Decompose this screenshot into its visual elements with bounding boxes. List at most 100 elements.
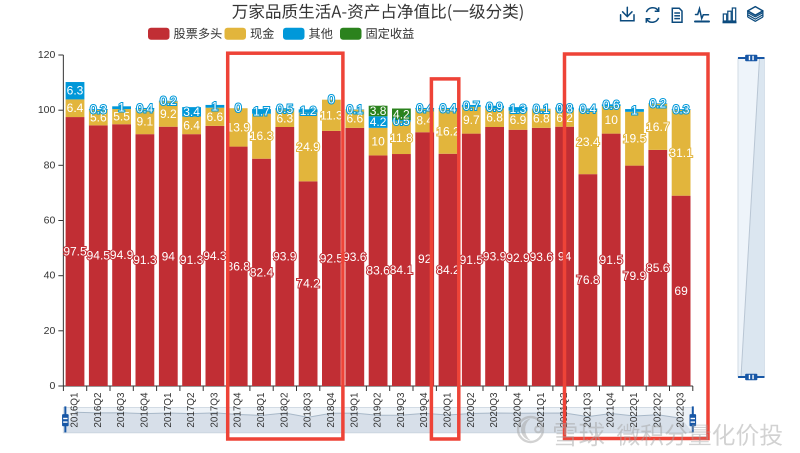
svg-text:10: 10 (371, 135, 385, 149)
svg-text:0.4: 0.4 (580, 102, 597, 116)
svg-text:19.5: 19.5 (623, 132, 647, 146)
svg-text:91.3: 91.3 (133, 253, 157, 267)
svg-text:0.1: 0.1 (346, 103, 363, 117)
svg-text:1: 1 (118, 101, 125, 115)
svg-text:91.3: 91.3 (180, 253, 204, 267)
svg-text:0: 0 (235, 101, 242, 115)
svg-text:0.4: 0.4 (440, 102, 457, 116)
svg-text:6.8: 6.8 (486, 111, 503, 125)
svg-text:2016Q4: 2016Q4 (139, 392, 150, 428)
svg-text:20: 20 (44, 325, 56, 337)
svg-text:1.3: 1.3 (510, 102, 527, 116)
svg-text:0.4: 0.4 (416, 102, 433, 116)
svg-text:2020Q3: 2020Q3 (489, 392, 500, 428)
svg-text:2018Q3: 2018Q3 (303, 392, 314, 428)
svg-text:2021Q1: 2021Q1 (536, 392, 547, 428)
svg-text:4.2: 4.2 (393, 107, 410, 121)
svg-text:2017Q1: 2017Q1 (163, 392, 174, 428)
svg-text:1.2: 1.2 (300, 104, 317, 118)
svg-text:6.4: 6.4 (67, 101, 84, 115)
svg-text:2019Q1: 2019Q1 (349, 392, 360, 428)
svg-text:6.4: 6.4 (183, 118, 200, 132)
svg-text:85.6: 85.6 (646, 261, 670, 275)
svg-text:16.3: 16.3 (250, 129, 274, 143)
svg-text:93.6: 93.6 (343, 250, 367, 264)
svg-text:94.9: 94.9 (110, 248, 134, 262)
svg-text:2017Q3: 2017Q3 (209, 392, 220, 428)
svg-text:5.6: 5.6 (90, 111, 107, 125)
svg-text:60: 60 (44, 215, 56, 227)
svg-text:2016Q3: 2016Q3 (116, 392, 127, 428)
svg-text:93.9: 93.9 (273, 250, 297, 264)
svg-text:2020Q2: 2020Q2 (466, 393, 477, 428)
svg-text:0.9: 0.9 (486, 100, 503, 114)
svg-text:80: 80 (44, 159, 56, 171)
svg-text:84.2: 84.2 (436, 263, 460, 277)
svg-text:2018Q4: 2018Q4 (326, 392, 337, 428)
svg-text:84.1: 84.1 (390, 263, 414, 277)
svg-text:0.5: 0.5 (393, 114, 410, 128)
svg-text:11.8: 11.8 (390, 131, 413, 145)
svg-text:2022Q2: 2022Q2 (652, 393, 663, 428)
svg-text:6.6: 6.6 (346, 112, 363, 126)
svg-text:16.7: 16.7 (646, 120, 670, 134)
svg-text:0.1: 0.1 (533, 102, 550, 116)
svg-text:3.8: 3.8 (370, 104, 387, 118)
svg-text:0.5: 0.5 (276, 102, 293, 116)
svg-text:94.5: 94.5 (87, 249, 111, 263)
svg-text:92: 92 (418, 252, 432, 266)
svg-text:93.6: 93.6 (530, 250, 554, 264)
svg-text:97.5: 97.5 (63, 245, 87, 259)
svg-text:2019Q2: 2019Q2 (373, 393, 384, 428)
svg-text:13.9: 13.9 (227, 120, 251, 134)
svg-text:2022Q1: 2022Q1 (629, 392, 640, 428)
svg-text:2021Q3: 2021Q3 (582, 392, 593, 428)
svg-text:91.5: 91.5 (600, 253, 624, 267)
svg-text:2021Q4: 2021Q4 (606, 392, 617, 428)
svg-text:82.4: 82.4 (250, 265, 274, 279)
svg-text:94: 94 (162, 249, 176, 263)
svg-text:2018Q2: 2018Q2 (279, 393, 290, 428)
svg-text:0.2: 0.2 (160, 94, 177, 108)
svg-text:10: 10 (605, 113, 619, 127)
svg-text:6.3: 6.3 (67, 84, 84, 98)
svg-text:0.6: 0.6 (603, 98, 620, 112)
svg-text:0.2: 0.2 (649, 97, 666, 111)
svg-text:69: 69 (674, 284, 688, 298)
svg-text:0.3: 0.3 (90, 103, 107, 117)
svg-text:2019Q4: 2019Q4 (419, 392, 430, 428)
svg-text:24.9: 24.9 (296, 140, 320, 154)
svg-text:4.2: 4.2 (370, 115, 387, 129)
svg-text:1: 1 (212, 99, 219, 113)
svg-text:0.4: 0.4 (137, 102, 154, 116)
svg-text:5.5: 5.5 (113, 110, 130, 124)
svg-text:2018Q1: 2018Q1 (256, 392, 267, 428)
svg-text:93.9: 93.9 (483, 250, 507, 264)
svg-text:2016Q2: 2016Q2 (93, 393, 104, 428)
svg-text:79.9: 79.9 (623, 269, 647, 283)
svg-text:2020Q4: 2020Q4 (513, 392, 524, 428)
svg-text:1: 1 (631, 103, 638, 117)
svg-text:2016Q1: 2016Q1 (70, 392, 81, 428)
svg-text:2022Q3: 2022Q3 (676, 392, 687, 428)
svg-text:9.7: 9.7 (463, 113, 480, 127)
svg-text:92.5: 92.5 (320, 251, 344, 265)
svg-text:9.2: 9.2 (160, 107, 177, 121)
svg-text:6.3: 6.3 (276, 111, 293, 125)
svg-text:92.9: 92.9 (506, 251, 530, 265)
svg-text:100: 100 (38, 104, 56, 116)
svg-text:1.7: 1.7 (253, 104, 270, 118)
svg-text:6.9: 6.9 (510, 113, 527, 127)
svg-text:6.8: 6.8 (533, 111, 550, 125)
svg-text:6.6: 6.6 (207, 110, 224, 124)
svg-text:2017Q2: 2017Q2 (186, 393, 197, 428)
svg-text:86.8: 86.8 (227, 259, 251, 273)
svg-text:0: 0 (50, 380, 56, 392)
svg-text:0.3: 0.3 (673, 103, 690, 117)
svg-text:11.3: 11.3 (320, 108, 343, 122)
svg-text:8.4: 8.4 (416, 114, 433, 128)
svg-text:94.3: 94.3 (203, 249, 227, 263)
svg-text:31.1: 31.1 (669, 146, 693, 160)
svg-text:120: 120 (38, 49, 56, 61)
svg-text:83.6: 83.6 (366, 264, 390, 278)
